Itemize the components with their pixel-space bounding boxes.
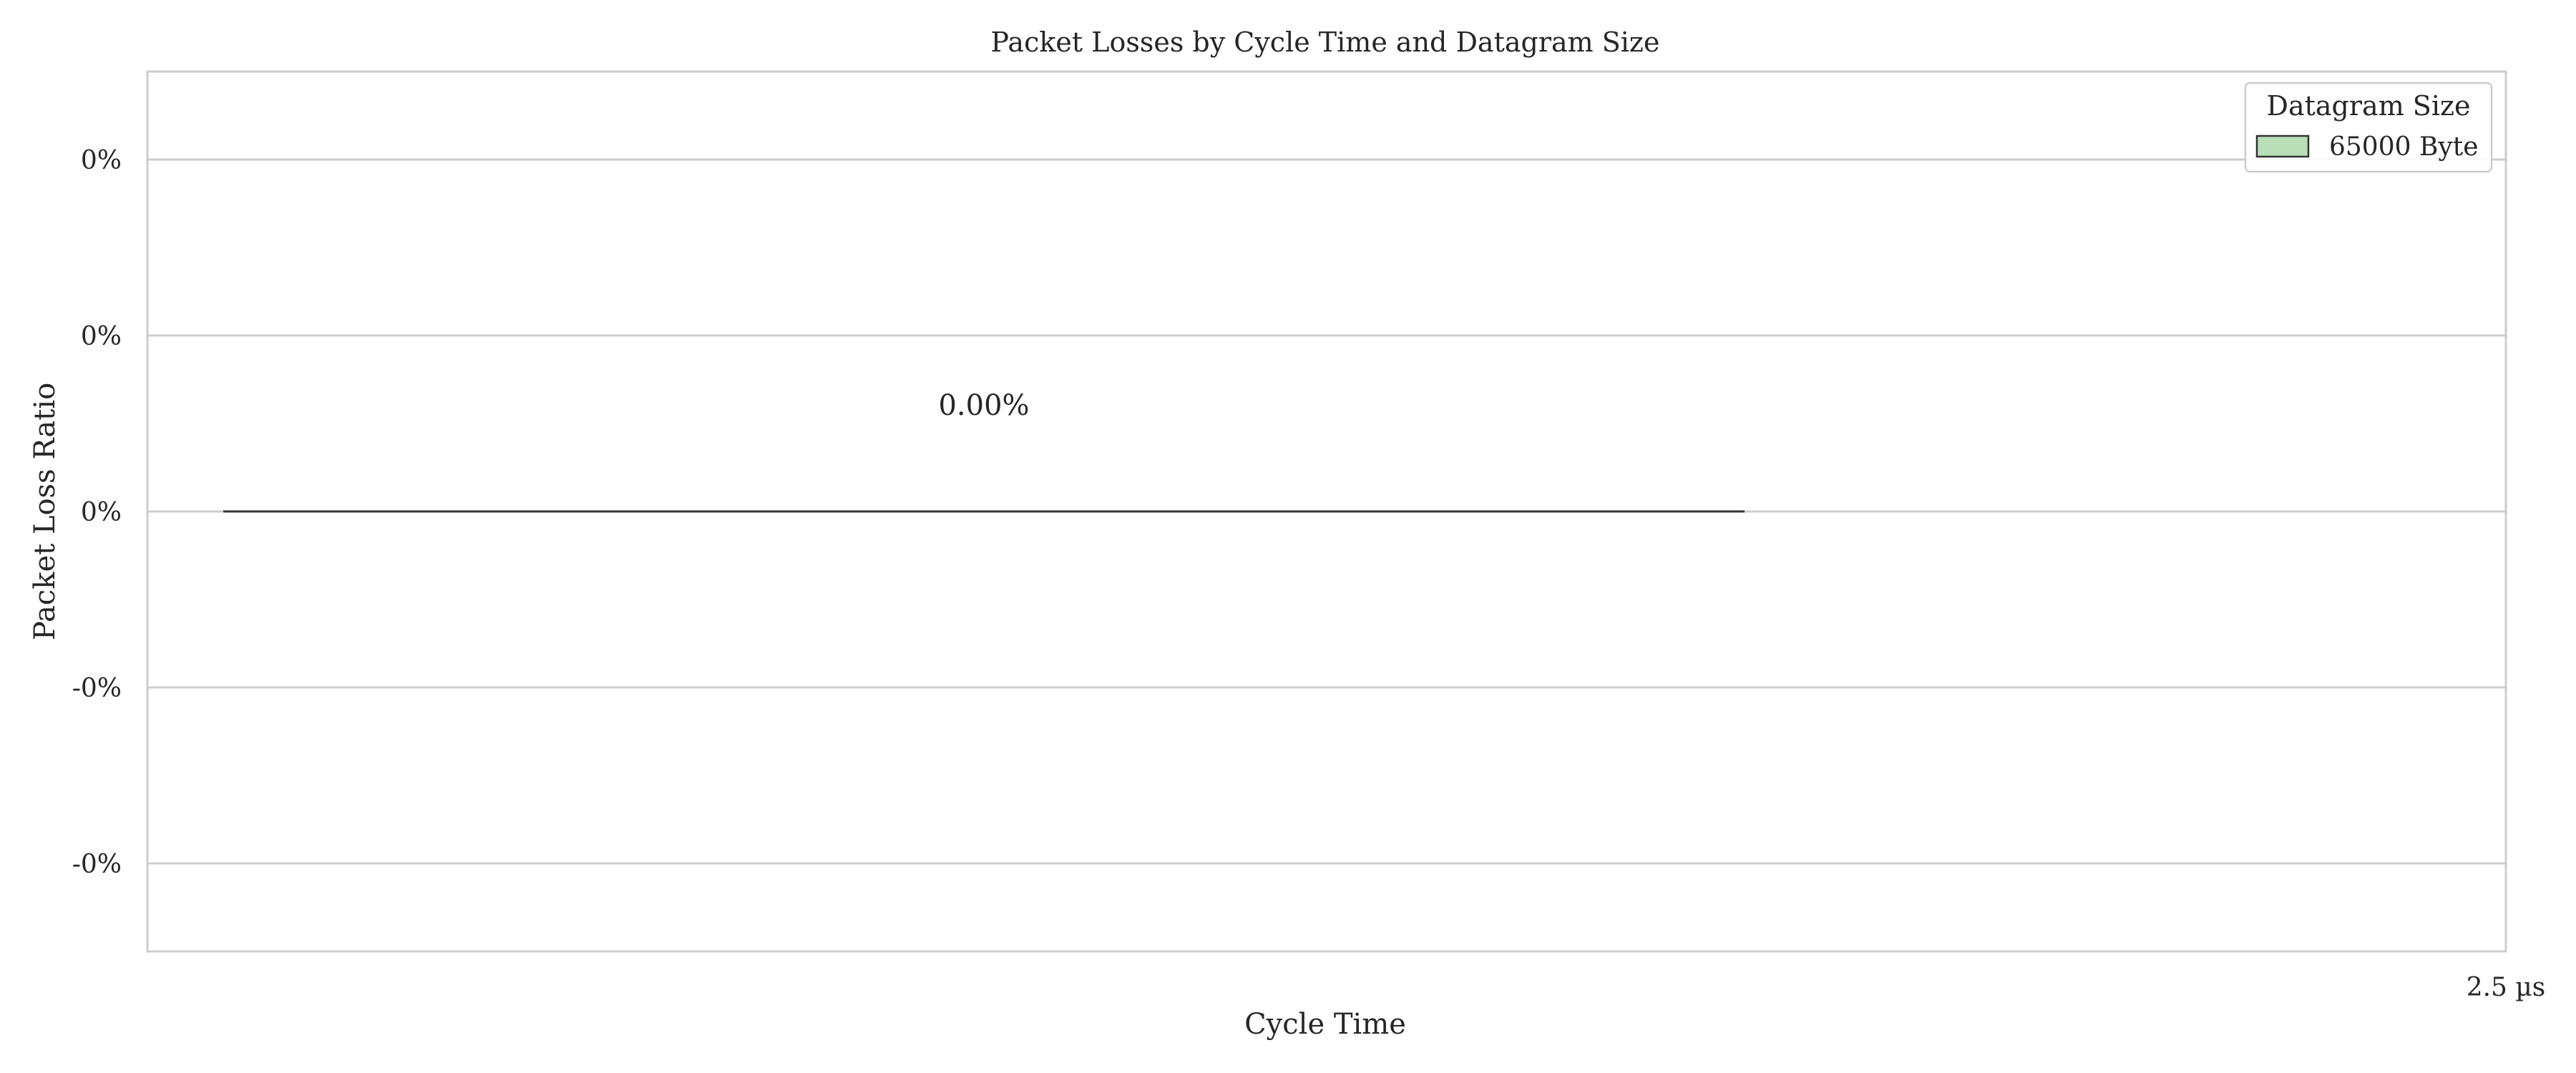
y-tick-label: -0% xyxy=(72,674,122,703)
x-tick-labels: 2.5 µs xyxy=(2467,973,2546,1002)
legend-entry-label: 65000 Byte xyxy=(2329,132,2479,162)
x-axis-label: Cycle Time xyxy=(1244,1008,1406,1041)
y-axis-label: Packet Loss Ratio xyxy=(29,383,62,640)
y-tick-label: 0% xyxy=(81,322,122,351)
bar-value-label: 0.00% xyxy=(938,389,1029,422)
x-tick-label: 2.5 µs xyxy=(2467,973,2546,1002)
legend: Datagram Size 65000 Byte xyxy=(2244,82,2493,173)
chart-title: Packet Losses by Cycle Time and Datagram… xyxy=(991,26,1660,58)
y-tick-label: -0% xyxy=(72,850,122,879)
y-tick-labels: -0% -0% 0% 0% 0% xyxy=(72,146,122,879)
y-tick-label: 0% xyxy=(81,498,122,527)
plot-frame xyxy=(146,70,2507,953)
legend-title: Datagram Size xyxy=(2267,90,2471,122)
y-tick-label: 0% xyxy=(81,146,122,175)
data-labels: 0.00% xyxy=(938,389,1029,422)
legend-swatch xyxy=(2255,134,2310,158)
